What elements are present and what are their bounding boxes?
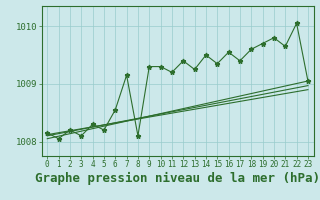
X-axis label: Graphe pression niveau de la mer (hPa): Graphe pression niveau de la mer (hPa)	[35, 172, 320, 185]
